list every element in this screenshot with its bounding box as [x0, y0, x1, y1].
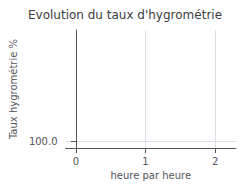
- svg-text:1: 1: [142, 156, 148, 167]
- svg-text:100.0: 100.0: [29, 136, 58, 147]
- svg-text:0: 0: [73, 156, 79, 167]
- svg-text:heure par heure: heure par heure: [110, 170, 191, 181]
- svg-text:Evolution du taux d'hygrométri: Evolution du taux d'hygrométrie: [28, 8, 222, 22]
- svg-text:Taux hygrométrie %: Taux hygrométrie %: [8, 39, 19, 140]
- svg-text:2: 2: [212, 156, 218, 167]
